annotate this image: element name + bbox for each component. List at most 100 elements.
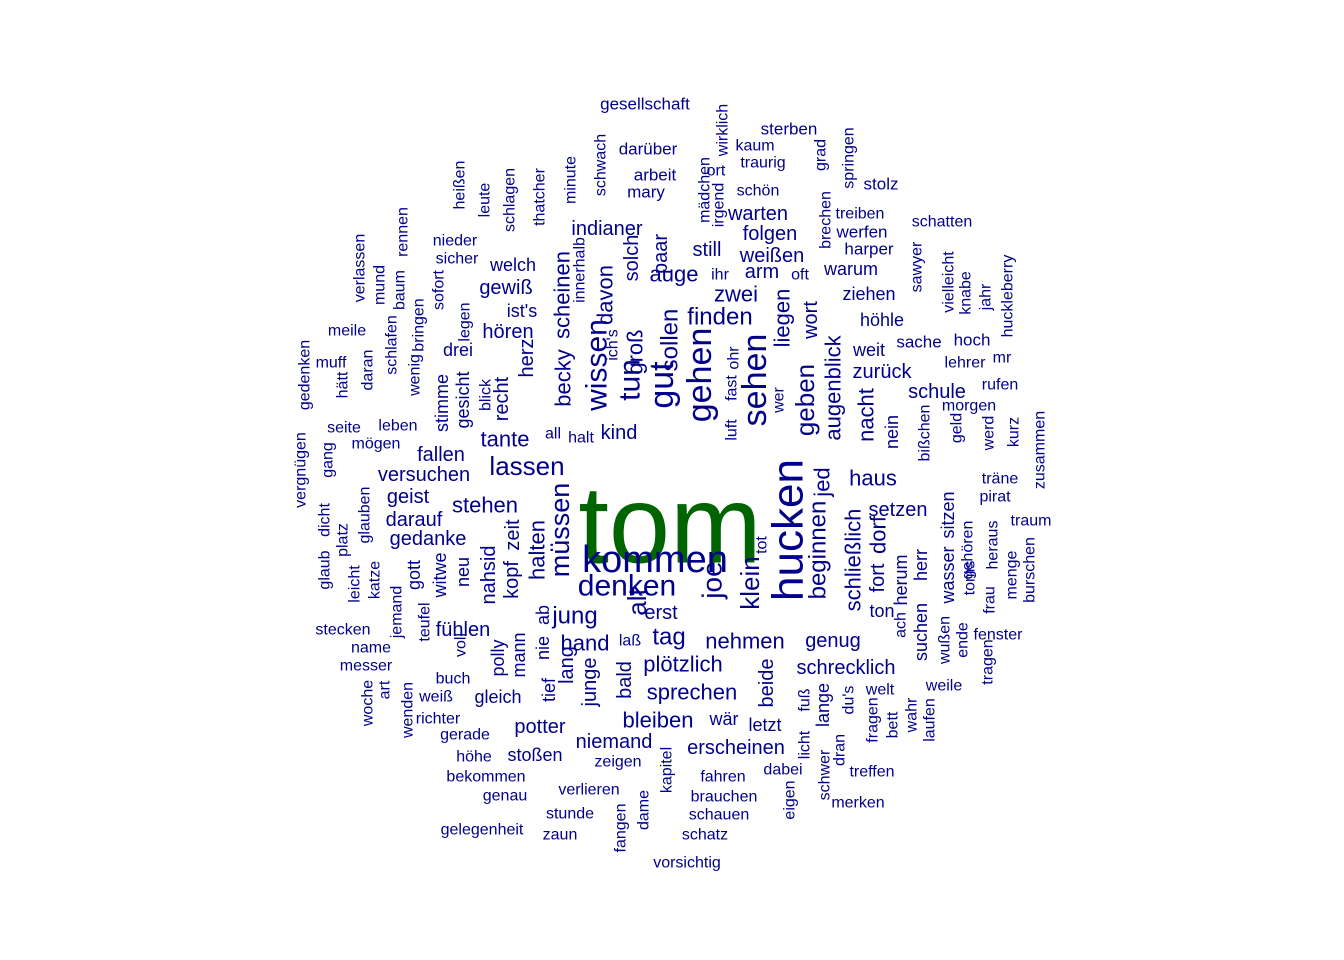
word-neu: neu: [453, 557, 473, 587]
word-tom: tom: [578, 464, 761, 587]
word-schatten: schatten: [912, 214, 972, 231]
word-wirklich: wirklich: [715, 104, 732, 157]
word-suchen: suchen: [911, 603, 931, 661]
word-auge: auge: [650, 262, 699, 287]
word-niemand: niemand: [576, 731, 653, 753]
word-laufen: laufen: [922, 698, 939, 742]
word-huckleberry: huckleberry: [1000, 255, 1017, 338]
word-schwer: schwer: [817, 749, 834, 800]
word-hucken: hucken: [764, 459, 813, 601]
word-heraus: heraus: [985, 521, 1002, 570]
word-polly: polly: [488, 639, 508, 676]
word-scheinen: scheinen: [550, 251, 575, 339]
word-mann: mann: [509, 632, 529, 677]
word-schrecklich: schrecklich: [797, 657, 896, 679]
word-ach: ach: [893, 612, 910, 638]
word-nein: nein: [882, 415, 902, 449]
word-fenster: fenster: [974, 627, 1024, 644]
word-dabei: dabei: [763, 762, 802, 779]
word-gang: gang: [320, 442, 337, 478]
word-junge: junge: [579, 658, 601, 708]
word-sitzen: sitzen: [938, 491, 958, 538]
word-vielleicht: vielleicht: [941, 251, 958, 313]
word-stehen: stehen: [452, 493, 518, 518]
word-menge: menge: [1004, 550, 1021, 599]
word-hören: hören: [482, 321, 533, 343]
word-glaub: glaub: [317, 550, 334, 589]
word-potter: potter: [514, 716, 565, 738]
word-pirat: pirat: [979, 489, 1011, 506]
word-treiben: treiben: [836, 206, 885, 223]
word-warum: warum: [823, 259, 878, 279]
word-halt: halt: [568, 430, 594, 447]
word-augenblick: augenblick: [821, 334, 846, 440]
word-morgen: morgen: [942, 398, 996, 415]
word-tragen: tragen: [980, 639, 997, 684]
word-denken: denken: [578, 570, 676, 603]
word-eigen: eigen: [782, 780, 799, 819]
word-dame: dame: [636, 790, 653, 830]
word-leute: leute: [477, 183, 494, 218]
word-warten: warten: [727, 203, 788, 225]
word-zurück: zurück: [853, 361, 913, 383]
word-ihr: ihr: [711, 267, 729, 284]
word-sehen: sehen: [736, 334, 774, 427]
word-höhe: höhe: [456, 749, 492, 766]
word-plötzlich: plötzlich: [643, 652, 722, 677]
word-baum: baum: [392, 270, 409, 310]
word-schule: schule: [908, 381, 966, 403]
word-fragen: fragen: [865, 697, 882, 742]
word-treffen: treffen: [849, 764, 894, 781]
word-joe: joe: [697, 561, 728, 599]
word-wer: wer: [771, 386, 788, 413]
word-solch: solch: [621, 235, 643, 282]
word-mögen: mögen: [352, 436, 401, 453]
word-katze: katze: [367, 561, 384, 599]
word-fallen: fallen: [417, 444, 465, 466]
word-oft: oft: [791, 267, 809, 284]
word-minute: minute: [563, 156, 580, 204]
word-geben: geben: [790, 364, 820, 436]
word-darüber: darüber: [619, 140, 678, 159]
word-ab: ab: [533, 605, 553, 625]
word-welt: welt: [865, 682, 895, 699]
word-schlafen: schlafen: [384, 315, 401, 375]
word-meile: meile: [328, 323, 366, 340]
word-tot: tot: [754, 536, 771, 554]
word-welch: welch: [489, 255, 536, 275]
word-traum: traum: [1011, 513, 1052, 530]
word-nieder: nieder: [433, 233, 478, 250]
word-gedenken: gedenken: [297, 340, 314, 410]
word-ende: ende: [955, 622, 972, 658]
word-wort: wort: [800, 301, 822, 340]
word-gewiß: gewiß: [479, 277, 532, 299]
word-lange: lange: [813, 683, 833, 727]
word-becky: becky: [551, 349, 576, 406]
word-weit: weit: [852, 340, 885, 360]
word-wissen: wissen: [581, 319, 614, 412]
word-lang: lang: [556, 646, 578, 684]
word-dorf: dorf: [866, 515, 891, 554]
word-merken: merken: [831, 795, 884, 812]
word-gott: gott: [404, 560, 424, 590]
word-schauen: schauen: [689, 807, 750, 824]
word-jahr: jahr: [978, 283, 995, 311]
word-werd: werd: [981, 416, 998, 452]
word-recht: recht: [491, 376, 513, 421]
word-indianer: indianer: [571, 218, 643, 240]
word-still: still: [693, 239, 722, 261]
word-bißchen: bißchen: [917, 405, 934, 462]
word-genug: genug: [805, 630, 861, 652]
word-dran: dran: [832, 734, 849, 766]
word-schlagen: schlagen: [502, 168, 519, 232]
word-groß: groß: [623, 329, 648, 374]
word-gedanke: gedanke: [390, 528, 467, 550]
word-burschen: burschen: [1022, 537, 1039, 603]
word-drei: drei: [443, 340, 473, 360]
word-stolz: stolz: [864, 175, 899, 194]
word-nie: nie: [533, 636, 553, 660]
word-fahren: fahren: [700, 769, 745, 786]
word-buch: buch: [436, 671, 471, 688]
word-harper: harper: [844, 240, 893, 259]
